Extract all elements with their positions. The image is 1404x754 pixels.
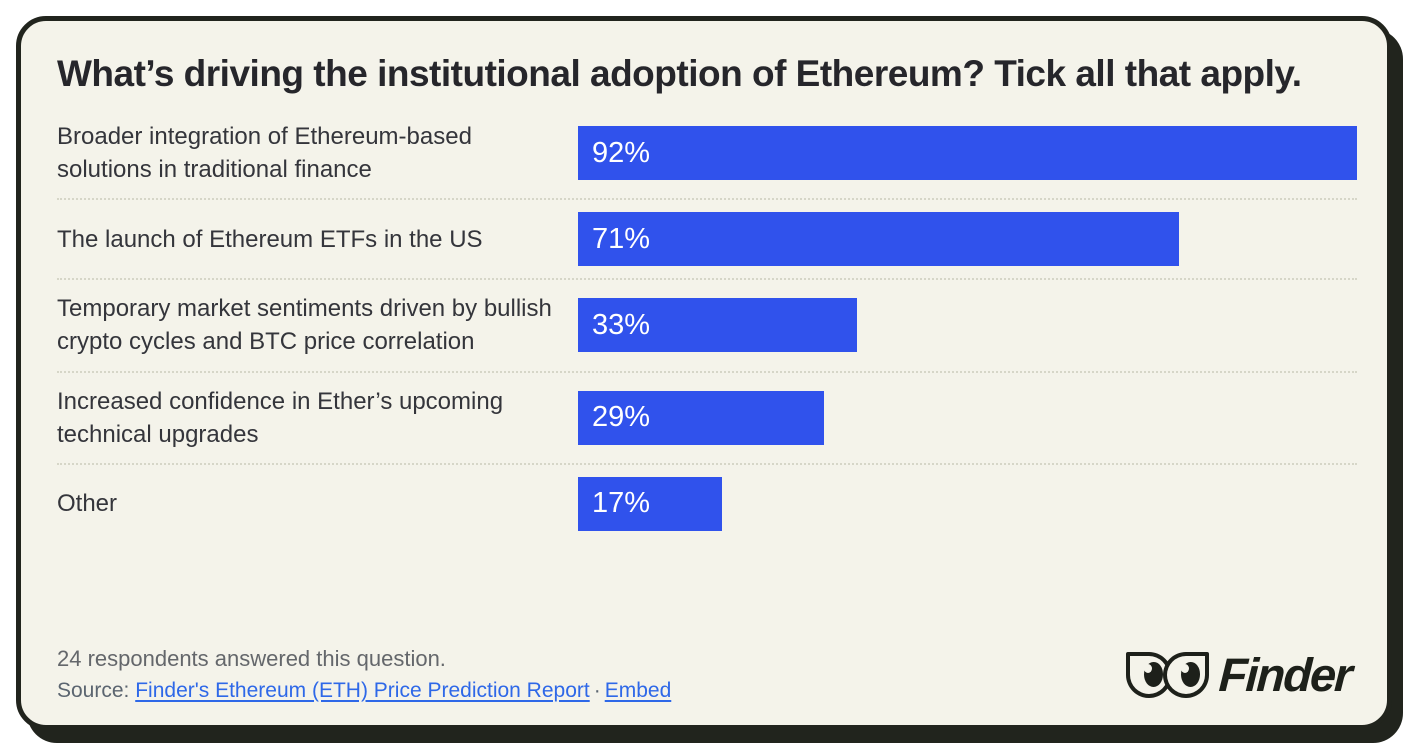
chart-row: The launch of Ethereum ETFs in the US 71… [57, 200, 1357, 281]
source-report-link[interactable]: Finder's Ethereum (ETH) Price Prediction… [135, 679, 590, 702]
chart-card: What’s driving the institutional adoptio… [16, 16, 1392, 730]
bar-label: The launch of Ethereum ETFs in the US [57, 225, 483, 253]
bar-value: 33% [592, 308, 651, 341]
footer-text: 24 respondents answered this question. S… [57, 646, 671, 703]
bar: 17% [578, 476, 722, 531]
bar-label: Other [57, 490, 118, 518]
chart-row: Temporary market sentiments driven by bu… [57, 280, 1357, 373]
bar-track: 71% [578, 212, 1357, 267]
bar: 71% [578, 212, 1180, 267]
finder-wordmark: Finder [1217, 648, 1353, 701]
bar: 33% [578, 298, 858, 353]
bar: 92% [578, 126, 1357, 181]
footer: 24 respondents answered this question. S… [57, 646, 1357, 703]
bar-value: 71% [592, 222, 651, 255]
bar-value: 17% [592, 487, 651, 520]
bar-track: 92% [578, 126, 1357, 181]
bar-label: Increased confidence in Ether’s upcoming… [57, 387, 504, 448]
respondents-note: 24 respondents answered this question. [57, 646, 446, 671]
source-line: Source: Finder's Ethereum (ETH) Price Pr… [57, 679, 671, 703]
bar-value: 29% [592, 401, 651, 434]
bar-value: 92% [592, 136, 651, 169]
chart-row: Broader integration of Ethereum-based so… [57, 108, 1357, 201]
finder-eyes-icon [1126, 651, 1210, 698]
bar: 29% [578, 390, 824, 445]
bar-rows: Broader integration of Ethereum-based so… [57, 108, 1357, 543]
page-title: What’s driving the institutional adoptio… [57, 53, 1302, 94]
bar-track: 33% [578, 298, 1357, 353]
bar-track: 29% [578, 390, 1357, 445]
source-label: Source: [57, 679, 130, 702]
bar-label: Temporary market sentiments driven by bu… [57, 295, 552, 356]
finder-logo: Finder [1126, 647, 1353, 702]
chart-row: Other 17% [57, 465, 1357, 543]
chart-row: Increased confidence in Ether’s upcoming… [57, 373, 1357, 465]
bar-label: Broader integration of Ethereum-based so… [57, 123, 472, 184]
finder-right-eye-icon [1163, 651, 1210, 698]
link-separator: · [593, 679, 601, 702]
bar-track: 17% [578, 476, 1357, 531]
embed-link[interactable]: Embed [604, 679, 672, 702]
